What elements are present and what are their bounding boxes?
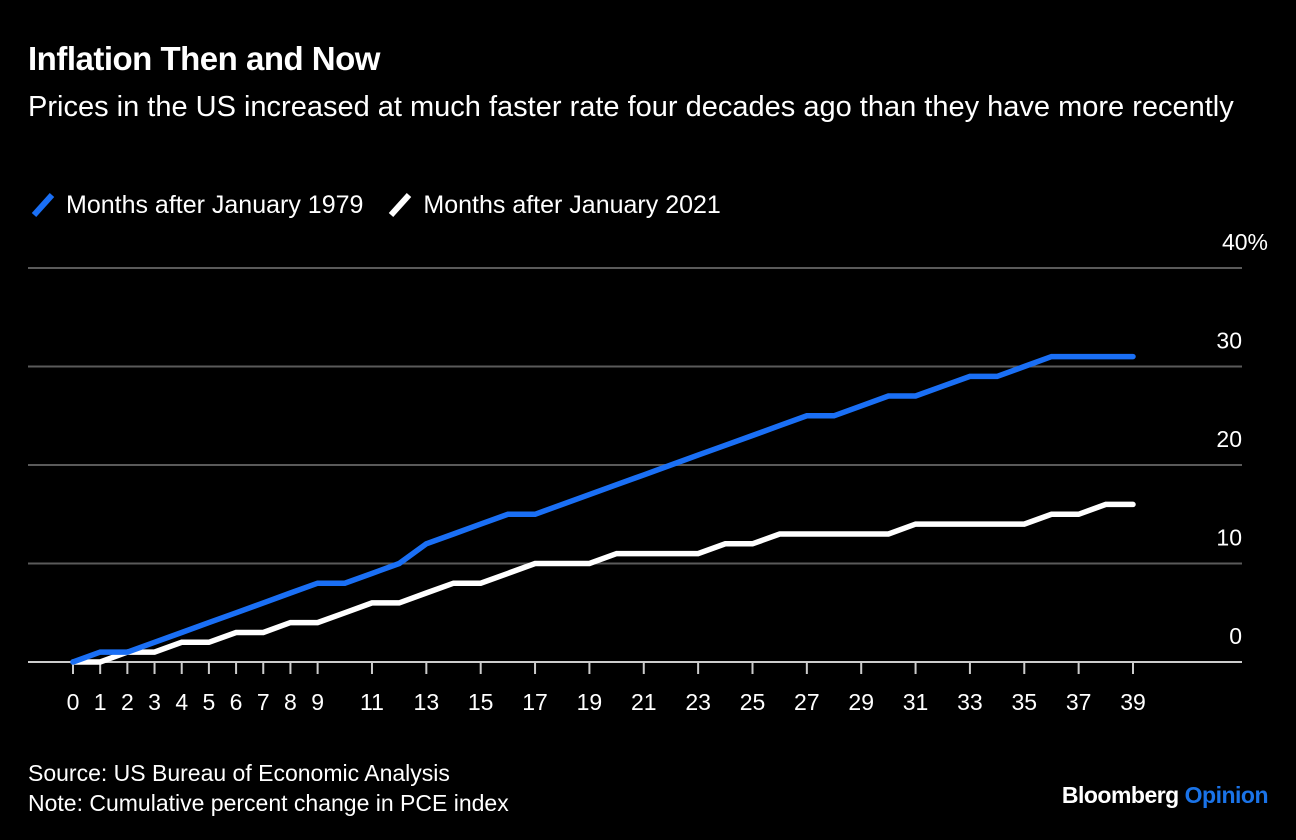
- series-lines: [70, 353, 1136, 665]
- x-tick-label-31: 31: [903, 689, 929, 715]
- series-line-1979: [70, 353, 1136, 665]
- x-tick-label-11: 11: [360, 689, 384, 715]
- x-tick-label-39: 39: [1120, 689, 1146, 715]
- y-tick-label-0: 0: [1229, 623, 1242, 649]
- legend-item-1979: Months after January 1979: [28, 190, 363, 220]
- source-note: Source: US Bureau of Economic Analysis: [28, 760, 450, 786]
- brand-logo: Bloomberg Opinion: [1061, 782, 1269, 809]
- y-tick-label-20: 20: [1216, 426, 1242, 452]
- x-tick-label-13: 13: [414, 689, 440, 715]
- x-tick-label-35: 35: [1011, 689, 1037, 715]
- series-line-2021: [70, 501, 1136, 665]
- x-tick-label-17: 17: [522, 689, 548, 715]
- x-tick-label-5: 5: [202, 689, 215, 715]
- x-tick-label-19: 19: [577, 689, 603, 715]
- x-tick-label-23: 23: [685, 689, 711, 715]
- x-tick-label-33: 33: [957, 689, 983, 715]
- x-tick-label-15: 15: [468, 689, 494, 715]
- y-tick-label-40: 40%: [1222, 229, 1268, 255]
- legend-label-2021: Months after January 2021: [423, 190, 721, 219]
- x-tick-label-7: 7: [257, 689, 270, 715]
- x-axis: 0 1 2 3 4 5 6 7 8 9 11 13 15 17 19 21 23 25 27 29 31 33 35 37 39: [67, 662, 1146, 715]
- legend-item-2021: Months after January 2021: [385, 190, 721, 220]
- legend-swatch-1979-icon: [31, 192, 55, 218]
- x-tick-label-1: 1: [94, 689, 107, 715]
- x-tick-label-6: 6: [230, 689, 243, 715]
- footer: Source: US Bureau of Economic Analysis N…: [28, 758, 509, 818]
- brand-section: Opinion: [1184, 782, 1269, 808]
- chart-title: Inflation Then and Now: [28, 40, 380, 77]
- legend-swatch-2021-icon: [389, 192, 412, 218]
- y-axis: 0 10 20 30 40%: [1216, 229, 1268, 649]
- y-tick-label-10: 10: [1216, 525, 1242, 551]
- footnote: Note: Cumulative percent change in PCE i…: [28, 790, 509, 816]
- gridlines: [28, 267, 1242, 663]
- x-tick-label-2: 2: [121, 689, 134, 715]
- brand-name: Bloomberg: [1061, 782, 1179, 808]
- x-tick-label-0: 0: [67, 689, 80, 715]
- legend: Months after January 1979 Months after J…: [28, 190, 743, 220]
- x-tick-label-29: 29: [848, 689, 874, 715]
- x-tick-label-9: 9: [311, 689, 324, 715]
- legend-label-1979: Months after January 1979: [66, 190, 364, 219]
- x-tick-label-37: 37: [1066, 689, 1092, 715]
- x-tick-label-8: 8: [284, 689, 297, 715]
- y-tick-label-30: 30: [1216, 328, 1242, 354]
- x-tick-label-27: 27: [794, 689, 820, 715]
- chart-subtitle: Prices in the US increased at much faste…: [28, 91, 1234, 123]
- x-tick-label-21: 21: [631, 689, 657, 715]
- x-tick-label-4: 4: [175, 689, 188, 715]
- x-tick-label-3: 3: [148, 689, 161, 715]
- x-tick-label-25: 25: [740, 689, 766, 715]
